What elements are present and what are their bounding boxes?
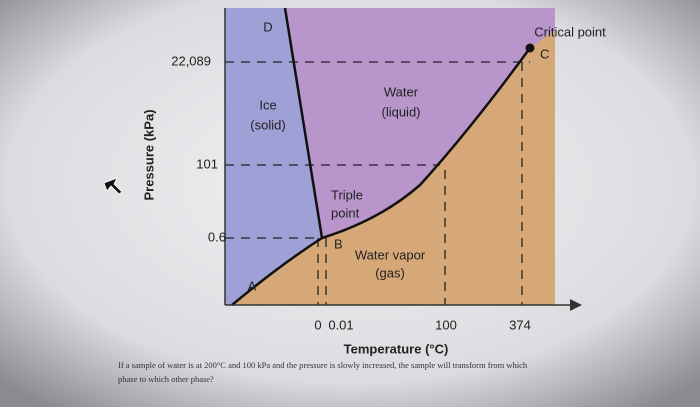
ice-region	[225, 8, 322, 305]
point-letter: C	[540, 46, 549, 61]
phase-curves	[231, 7, 532, 306]
region-label: (solid)	[250, 117, 285, 132]
question-text: If a sample of water is at 200°C and 100…	[118, 360, 528, 370]
guide-lines	[225, 61, 530, 305]
y-tick-label: 101	[196, 156, 218, 171]
curve-label: D	[263, 19, 272, 34]
y-tick-label: 22,089	[171, 53, 211, 68]
region-label: Water vapor	[355, 247, 426, 262]
point-letter: B	[334, 236, 343, 251]
x-axis-label: Temperature (°C)	[344, 341, 449, 356]
region-label: Water	[384, 84, 419, 99]
y-axis-label: Pressure (kPa)	[141, 109, 156, 200]
region-label: (gas)	[375, 265, 405, 280]
x-tick-label: 374	[509, 317, 531, 332]
y-tick-label: 0.6	[208, 229, 226, 244]
x-tick-label: 0	[314, 317, 321, 332]
curve-label: A	[248, 278, 257, 293]
phase-diagram	[224, 7, 582, 311]
point-label: point	[331, 205, 360, 220]
point-label: Critical point	[534, 24, 606, 39]
critical-point	[525, 43, 535, 53]
cursor	[103, 177, 123, 195]
x-axis-arrow	[570, 299, 582, 311]
x-tick-label: 0.01	[328, 317, 353, 332]
region-label: (liquid)	[381, 104, 420, 119]
question-text: phase to which other phase?	[118, 374, 214, 384]
point-label: Triple	[331, 187, 363, 202]
vapor-region	[232, 30, 555, 305]
x-tick-label: 100	[435, 317, 457, 332]
region-label: Ice	[259, 97, 276, 112]
